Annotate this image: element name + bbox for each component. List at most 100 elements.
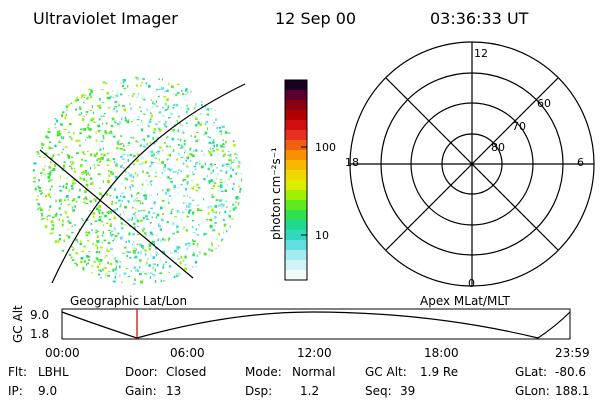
emission-pixel xyxy=(110,124,114,127)
emission-pixel xyxy=(58,234,61,236)
emission-pixel xyxy=(235,201,237,203)
emission-pixel xyxy=(216,148,219,151)
emission-pixel xyxy=(212,181,215,183)
emission-pixel xyxy=(123,87,127,90)
emission-pixel xyxy=(167,167,170,170)
emission-pixel xyxy=(192,211,195,215)
emission-pixel xyxy=(192,243,195,245)
emission-pixel xyxy=(65,105,69,109)
emission-pixel xyxy=(127,144,130,146)
emission-pixel xyxy=(128,232,131,236)
emission-pixel xyxy=(186,174,189,178)
emission-pixel xyxy=(225,184,229,187)
emission-pixel xyxy=(50,147,54,149)
emission-pixel xyxy=(186,111,188,114)
emission-pixel xyxy=(172,232,175,235)
emission-pixel xyxy=(120,82,122,84)
emission-pixel xyxy=(228,214,230,216)
emission-pixel xyxy=(156,254,158,257)
emission-pixel xyxy=(129,225,131,227)
emission-pixel xyxy=(124,161,126,164)
emission-pixel xyxy=(63,136,65,140)
emission-pixel xyxy=(222,218,225,221)
emission-pixel xyxy=(83,128,87,131)
emission-pixel xyxy=(201,150,203,152)
emission-pixel xyxy=(41,214,43,217)
emission-pixel xyxy=(127,85,129,88)
emission-pixel xyxy=(141,97,144,100)
emission-pixel xyxy=(214,224,216,227)
emission-pixel xyxy=(185,187,188,191)
emission-pixel xyxy=(146,218,149,220)
emission-pixel xyxy=(190,159,192,162)
emission-pixel xyxy=(136,175,138,177)
emission-pixel xyxy=(89,188,91,190)
emission-pixel xyxy=(158,129,162,132)
emission-pixel xyxy=(155,247,158,250)
emission-pixel xyxy=(219,205,221,207)
colorbar-segment xyxy=(285,220,307,231)
emission-pixel xyxy=(156,193,159,196)
emission-pixel xyxy=(196,234,200,236)
emission-pixel xyxy=(217,190,220,192)
emission-pixel xyxy=(131,195,133,198)
emission-pixel xyxy=(169,146,172,148)
emission-pixel xyxy=(151,216,153,219)
emission-pixel xyxy=(96,240,100,243)
emission-pixel xyxy=(158,224,161,228)
emission-pixel xyxy=(124,224,126,226)
emission-pixel xyxy=(100,258,103,262)
emission-pixel xyxy=(68,254,71,256)
emission-pixel xyxy=(47,131,51,134)
emission-pixel xyxy=(189,196,191,199)
emission-pixel xyxy=(206,219,209,221)
info-glat-key: GLat: xyxy=(515,365,548,379)
emission-pixel xyxy=(140,128,144,131)
emission-pixel xyxy=(218,232,220,236)
emission-pixel xyxy=(103,136,105,140)
emission-pixel xyxy=(99,161,101,163)
emission-pixel xyxy=(112,135,116,138)
emission-pixel xyxy=(111,200,114,203)
emission-pixel xyxy=(216,127,218,129)
emission-pixel xyxy=(41,142,44,146)
emission-pixel xyxy=(59,189,63,192)
emission-pixel xyxy=(61,249,64,252)
emission-pixel xyxy=(212,150,216,152)
emission-pixel xyxy=(77,241,79,243)
emission-pixel xyxy=(69,253,72,255)
emission-pixel xyxy=(90,89,93,93)
emission-pixel xyxy=(162,189,164,192)
emission-pixel xyxy=(81,218,83,220)
emission-pixel xyxy=(140,280,144,284)
emission-pixel xyxy=(223,181,226,183)
emission-pixel xyxy=(142,227,145,231)
emission-pixel xyxy=(133,87,136,90)
emission-pixel xyxy=(97,210,100,213)
emission-pixel xyxy=(134,278,136,281)
emission-pixel xyxy=(232,140,235,142)
emission-pixel xyxy=(217,153,220,156)
emission-pixel xyxy=(180,184,183,186)
emission-pixel xyxy=(33,177,36,179)
emission-pixel xyxy=(221,149,224,152)
colorbar-segment xyxy=(285,120,307,131)
emission-pixel xyxy=(132,213,135,216)
emission-pixel xyxy=(86,137,88,139)
emission-pixel xyxy=(152,212,155,214)
emission-pixel xyxy=(168,237,171,240)
emission-pixel xyxy=(178,272,181,276)
emission-pixel xyxy=(70,102,73,104)
emission-pixel xyxy=(35,199,38,201)
mlat-label-80: 80 xyxy=(491,141,505,154)
emission-pixel xyxy=(164,125,168,128)
emission-pixel xyxy=(182,93,185,96)
emission-pixel xyxy=(67,228,69,230)
emission-pixel xyxy=(54,118,57,120)
emission-pixel xyxy=(191,239,193,242)
emission-pixel xyxy=(98,218,102,222)
emission-pixel xyxy=(62,111,65,114)
emission-pixel xyxy=(60,198,62,202)
emission-pixel xyxy=(149,253,153,257)
emission-pixel xyxy=(129,129,131,132)
